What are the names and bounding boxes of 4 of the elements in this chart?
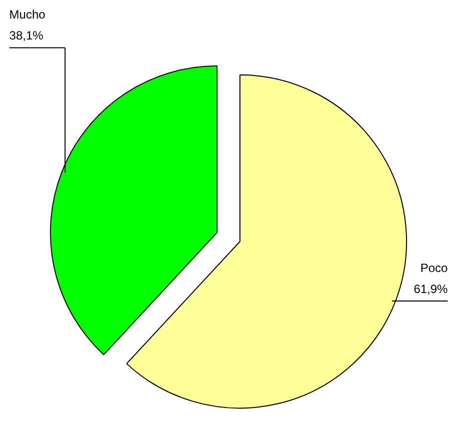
slice-label: Mucho: [9, 8, 46, 22]
data-label: 61,9%: [414, 282, 448, 296]
slice-label: Poco: [420, 260, 448, 275]
data-label: 38,1%: [9, 28, 44, 43]
